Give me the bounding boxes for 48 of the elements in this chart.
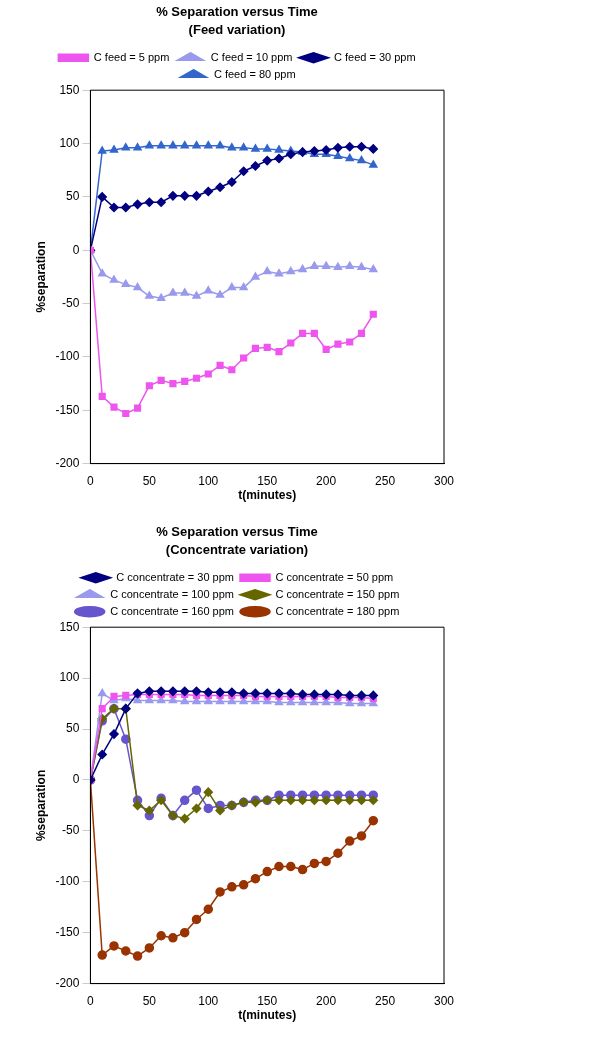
legend-label: C concentrate = 50 ppm bbox=[275, 570, 394, 583]
y-tick-label: 100 bbox=[59, 670, 80, 685]
legend-label: C feed = 10 ppm bbox=[210, 50, 293, 63]
y-tick-label: -100 bbox=[55, 349, 80, 364]
y-tick-label: 50 bbox=[66, 189, 80, 204]
y-tick-label: -200 bbox=[55, 455, 80, 470]
y-tick-label: 150 bbox=[59, 82, 80, 97]
x-tick-label: 100 bbox=[198, 994, 219, 1009]
y-tick-label: -50 bbox=[62, 823, 80, 838]
y-tick-label: -100 bbox=[55, 874, 80, 889]
legend-label: C concentrate = 100 ppm bbox=[110, 587, 234, 600]
x-tick-label: 0 bbox=[87, 994, 95, 1009]
y-tick-label: -150 bbox=[55, 925, 80, 939]
x-tick-label: 200 bbox=[316, 474, 337, 489]
y-axis-title: %separation bbox=[33, 769, 48, 842]
x-axis-title: t(minutes) bbox=[238, 1007, 297, 1022]
y-tick-label: -50 bbox=[62, 295, 80, 310]
x-tick-label: 250 bbox=[375, 994, 396, 1009]
y-tick-label: 150 bbox=[59, 619, 80, 634]
x-tick-label: 300 bbox=[433, 994, 455, 1009]
x-tick-label: 300 bbox=[433, 474, 455, 489]
y-tick-label: -150 bbox=[55, 402, 80, 417]
x-axis-title: t(minutes) bbox=[238, 487, 297, 502]
legend-label: C feed = 30 ppm bbox=[334, 50, 416, 63]
y-tick-label: 100 bbox=[59, 135, 80, 150]
y-axis-title: %separation bbox=[33, 241, 48, 313]
y-tick-label: 0 bbox=[72, 772, 80, 787]
x-tick-label: 150 bbox=[257, 994, 278, 1009]
x-tick-label: 200 bbox=[316, 994, 337, 1009]
legend-label: C concentrate = 30 ppm bbox=[116, 570, 235, 583]
y-tick-label: 0 bbox=[72, 242, 80, 257]
chart-subtitle: (Concentrate variation) bbox=[165, 541, 309, 557]
x-tick-label: 50 bbox=[142, 474, 157, 489]
x-tick-label: 0 bbox=[87, 474, 95, 489]
legend-label: C feed = 5 ppm bbox=[93, 50, 170, 63]
legend-label: C feed = 80 ppm bbox=[213, 67, 296, 80]
chart-subtitle: (Feed variation) bbox=[188, 21, 286, 37]
chart-title: % Separation versus Time bbox=[156, 524, 318, 540]
legend-label: C concentrate = 160 ppm bbox=[110, 604, 234, 617]
legend-label: C concentrate = 180 ppm bbox=[275, 604, 400, 617]
x-tick-label: 50 bbox=[142, 994, 157, 1009]
x-tick-label: 250 bbox=[375, 474, 396, 489]
x-tick-label: 150 bbox=[257, 474, 278, 489]
chart-title: % Separation versus Time bbox=[156, 4, 318, 20]
x-tick-label: 100 bbox=[198, 474, 219, 489]
y-tick-label: -200 bbox=[55, 975, 80, 990]
y-tick-label: 50 bbox=[66, 721, 80, 736]
legend-label: C concentrate = 150 ppm bbox=[275, 587, 400, 600]
